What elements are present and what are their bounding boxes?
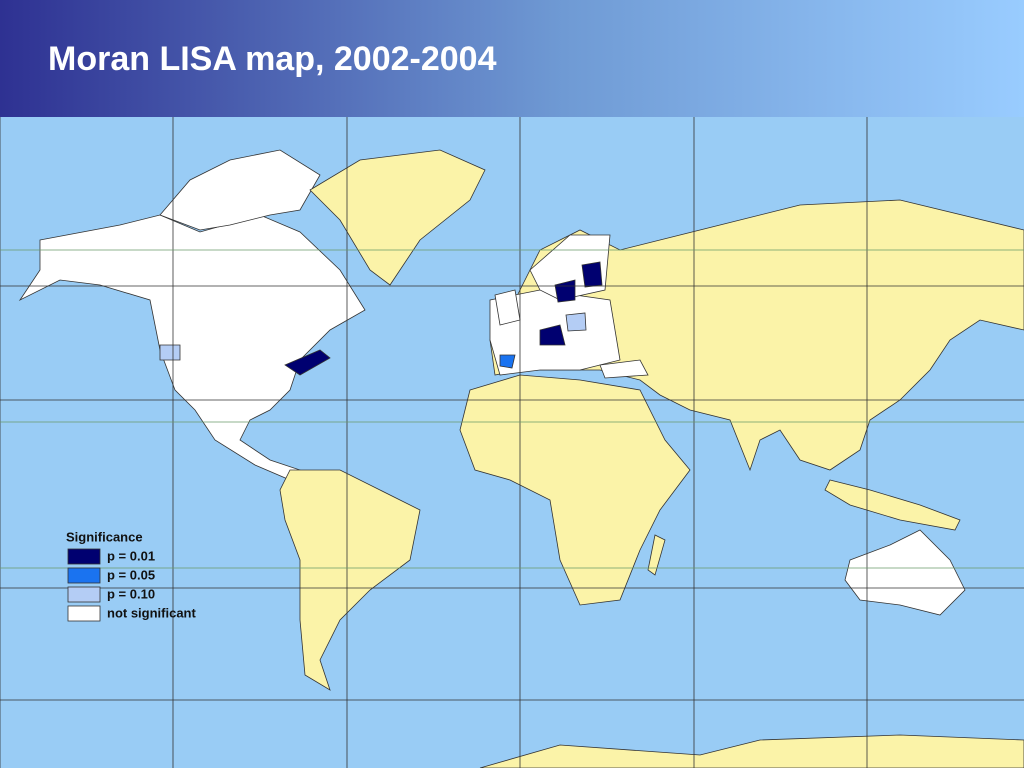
legend-swatch [67,605,101,622]
north-america [18,214,366,481]
australia [844,529,966,616]
indonesia [824,479,961,531]
turkey [599,359,649,379]
legend-swatch [67,548,101,565]
legend-swatch [67,567,101,584]
graticule [0,117,1024,768]
map [0,117,1024,768]
slide-title: Moran LISA map, 2002-2004 [48,40,497,78]
south-america [279,469,421,691]
region-spain [499,354,516,369]
region-northeast-us [284,349,331,376]
legend-label: not significant [107,605,197,620]
region-germany [539,324,566,346]
legend-label: p = 0.05 [107,567,155,582]
legend-label: p = 0.01 [107,548,155,563]
madagascar [647,534,666,576]
legend-label: p = 0.10 [107,586,155,601]
region-poland [565,312,587,332]
antarctica [479,734,1024,768]
legend-title: Significance [66,529,143,544]
legend: Significance p = 0.01 p = 0.05 p = 0.10 not… [66,529,197,622]
legend-swatch [67,586,101,603]
greenland [309,149,486,286]
region-sweden [554,279,576,303]
africa [459,374,691,606]
region-midwest-us [159,344,181,361]
title-bar [0,0,1024,117]
region-finland [581,261,603,288]
arctic-islands [159,149,321,231]
britain [494,289,521,326]
